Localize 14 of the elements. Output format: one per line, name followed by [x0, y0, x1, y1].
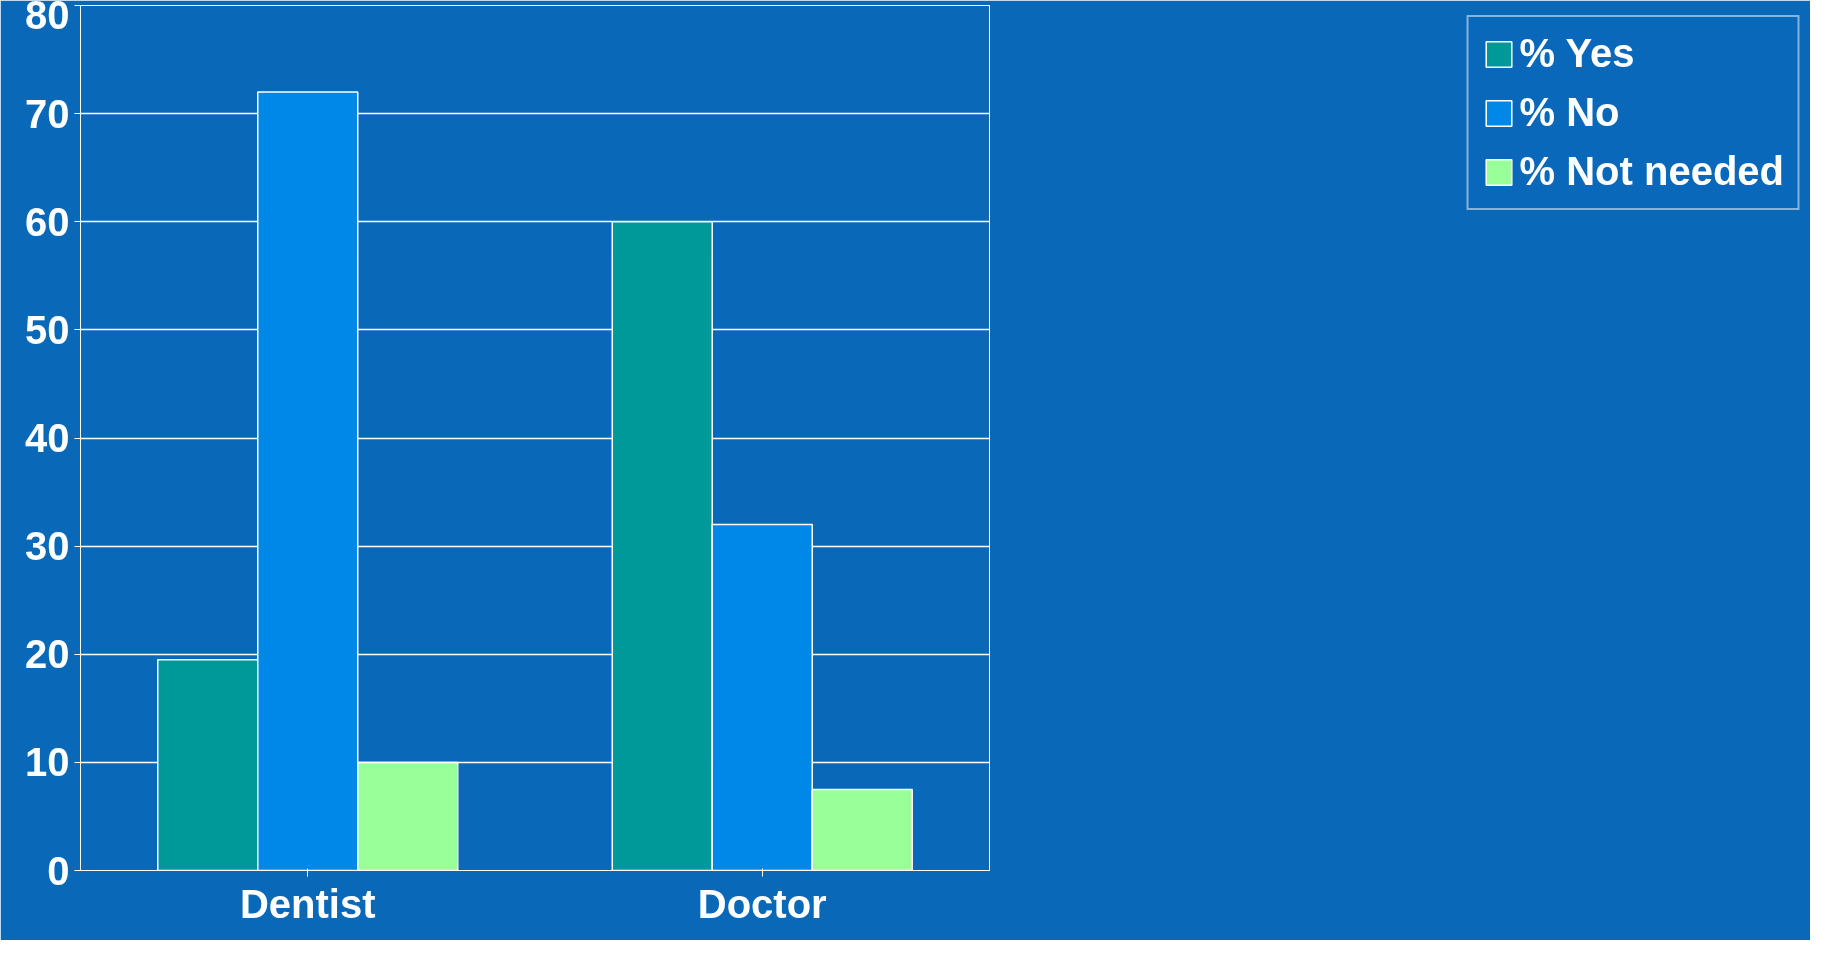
y-tick-label: 0 [47, 848, 70, 893]
y-tick-label: 70 [25, 91, 70, 136]
y-tick-label: 40 [25, 416, 70, 460]
x-tick-label: Doctor [697, 881, 827, 926]
y-tick-label: 20 [25, 632, 70, 677]
y-tick-label: 30 [25, 524, 70, 569]
y-tick-label: 50 [25, 307, 70, 352]
y-tick-label: 10 [25, 740, 70, 785]
y-tick-label: 60 [25, 199, 70, 244]
legend-label: % No [1519, 90, 1620, 135]
legend-label: % Yes [1519, 31, 1635, 76]
x-tick-label: Dentist [239, 881, 376, 926]
legend-label: % Not needed [1519, 149, 1784, 194]
y-tick-label: 80 [25, 0, 70, 37]
